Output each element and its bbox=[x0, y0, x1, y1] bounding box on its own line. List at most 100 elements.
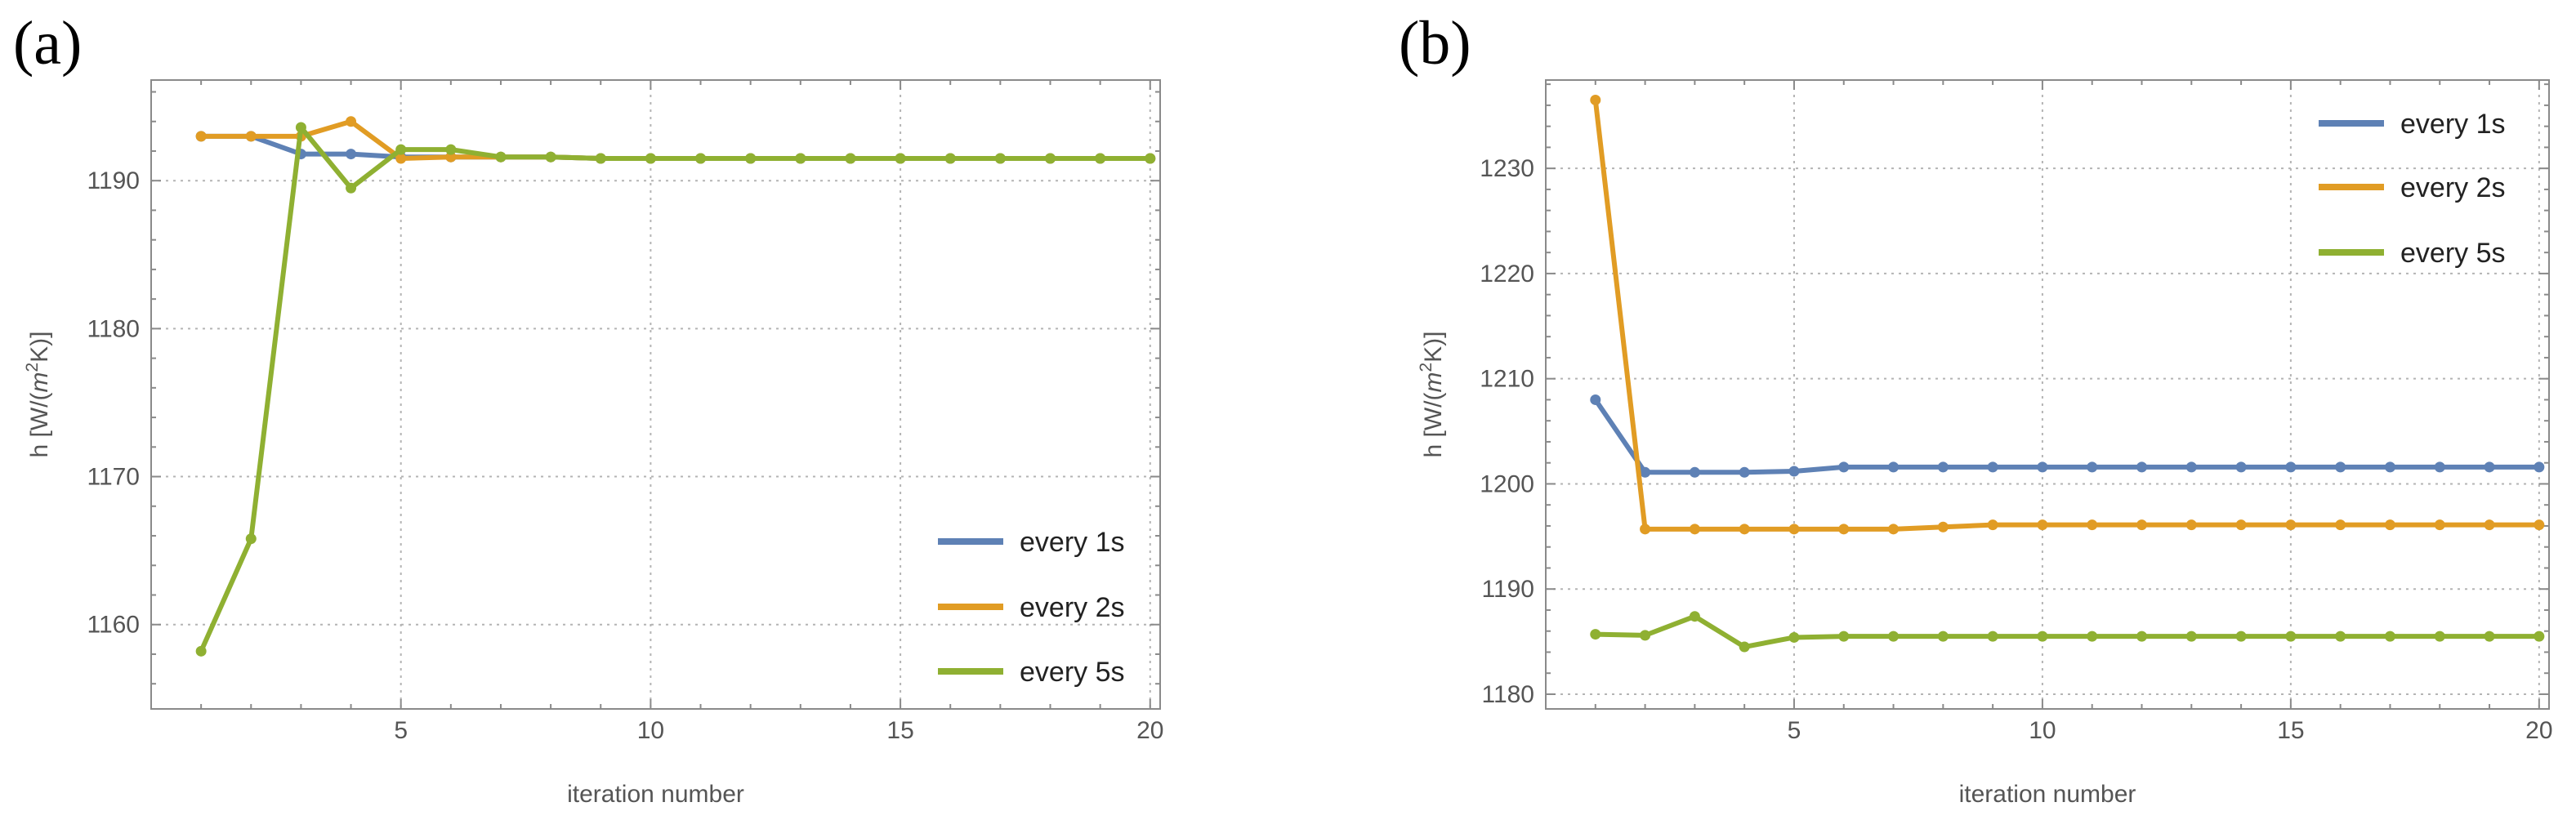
x-tick-label: 15 bbox=[886, 717, 913, 744]
series-line bbox=[1592, 97, 2542, 532]
data-point bbox=[994, 153, 1006, 164]
legend-label: every 5s bbox=[2400, 238, 2506, 269]
series-line bbox=[199, 124, 1153, 654]
data-point bbox=[346, 149, 357, 160]
data-point bbox=[2384, 519, 2395, 531]
legend-label: every 1s bbox=[1020, 527, 1125, 558]
legend-label: every 1s bbox=[2400, 109, 2506, 140]
data-point bbox=[495, 151, 507, 163]
y-tick-label: 1180 bbox=[87, 315, 140, 342]
data-point bbox=[2384, 461, 2395, 473]
data-point bbox=[195, 645, 207, 657]
data-point bbox=[1987, 519, 1998, 531]
data-point bbox=[1590, 629, 1601, 640]
data-point bbox=[1987, 631, 1998, 642]
data-point bbox=[245, 533, 257, 545]
data-point bbox=[1838, 631, 1850, 642]
data-point bbox=[1937, 521, 1949, 533]
data-point bbox=[795, 153, 806, 164]
data-point bbox=[2484, 519, 2495, 531]
data-point bbox=[2434, 631, 2445, 642]
data-point bbox=[895, 153, 906, 164]
data-point bbox=[944, 153, 956, 164]
data-point bbox=[1888, 524, 1900, 535]
data-point bbox=[2534, 631, 2545, 642]
data-point bbox=[2037, 461, 2048, 473]
plot-frame bbox=[150, 79, 1161, 710]
y-tick-label: 1180 bbox=[1481, 681, 1534, 708]
data-point bbox=[1689, 611, 1700, 622]
data-point bbox=[1838, 524, 1850, 535]
data-point bbox=[195, 131, 207, 142]
panel-letter: (a) bbox=[13, 9, 82, 78]
y-tick-label: 1190 bbox=[87, 167, 140, 194]
y-tick-label: 1170 bbox=[87, 464, 140, 491]
y-tick-label: 1160 bbox=[87, 612, 140, 639]
x-tick-label: 15 bbox=[2277, 717, 2304, 744]
data-point bbox=[1888, 631, 1900, 642]
y-axis-label: h [W/(m2K)] bbox=[1417, 331, 1447, 457]
y-axis-label-unit: m bbox=[26, 372, 53, 393]
data-point bbox=[1689, 466, 1700, 478]
data-point bbox=[1739, 466, 1750, 478]
data-point bbox=[2235, 519, 2247, 531]
data-point bbox=[1788, 631, 1800, 643]
y-axis-label-prefix: h [W/( bbox=[1420, 393, 1447, 458]
data-point bbox=[1640, 630, 1651, 641]
data-point bbox=[245, 131, 257, 142]
data-point bbox=[2136, 631, 2148, 642]
data-point bbox=[445, 144, 457, 155]
data-point bbox=[2136, 461, 2148, 473]
data-point bbox=[695, 153, 707, 164]
plot-frame bbox=[1545, 79, 2550, 710]
x-tick-label: 10 bbox=[637, 717, 664, 744]
chart-panel-a: (a) 5 10 15 20 1160 1170 1180 1190 iteration numb… bbox=[13, 9, 1163, 808]
data-point bbox=[1739, 641, 1750, 653]
y-axis-label-unit: m bbox=[1420, 372, 1447, 393]
x-axis-label: iteration number bbox=[567, 781, 744, 808]
data-point bbox=[1788, 466, 1800, 477]
data-point bbox=[2087, 519, 2098, 531]
data-point bbox=[1044, 153, 1056, 164]
data-point bbox=[1888, 461, 1900, 473]
data-point bbox=[1640, 466, 1651, 478]
data-point bbox=[346, 116, 357, 127]
data-point bbox=[2235, 461, 2247, 473]
data-point bbox=[1145, 153, 1156, 164]
data-point bbox=[1987, 461, 1998, 473]
data-point bbox=[2285, 631, 2297, 642]
legend: every 1s every 2s every 5s bbox=[2319, 109, 2506, 269]
data-point bbox=[2534, 461, 2545, 473]
legend: every 1s every 2s every 5s bbox=[938, 527, 1125, 688]
series-line bbox=[1592, 397, 2542, 475]
data-point bbox=[1937, 461, 1949, 473]
y-axis-label-prefix: h [W/( bbox=[26, 393, 53, 458]
series-line bbox=[199, 133, 1153, 162]
data-point bbox=[2037, 631, 2048, 642]
panel-letter: (b) bbox=[1399, 9, 1471, 78]
data-point bbox=[2335, 519, 2346, 531]
x-tick-label: 10 bbox=[2029, 717, 2056, 744]
y-tick-label: 1200 bbox=[1480, 470, 1534, 497]
data-point bbox=[1095, 153, 1106, 164]
x-tick-label: 5 bbox=[394, 717, 408, 744]
data-point bbox=[1838, 461, 1850, 473]
y-axis-label-exponent: 2 bbox=[1417, 363, 1435, 372]
data-point bbox=[346, 182, 357, 194]
data-point bbox=[2185, 519, 2197, 531]
data-point bbox=[2185, 631, 2197, 642]
y-axis-label-suffix: K)] bbox=[26, 331, 53, 362]
legend-label: every 2s bbox=[1020, 592, 1125, 623]
data-point bbox=[645, 153, 656, 164]
data-point bbox=[2037, 519, 2048, 531]
data-point bbox=[2534, 519, 2545, 531]
data-point bbox=[2484, 461, 2495, 473]
y-tick-label: 1210 bbox=[1480, 366, 1534, 393]
series-line bbox=[1592, 613, 2542, 650]
y-axis-label-suffix: K)] bbox=[1420, 331, 1447, 362]
data-point bbox=[2285, 461, 2297, 473]
data-point bbox=[1689, 524, 1700, 535]
data-point bbox=[1739, 524, 1750, 535]
data-point bbox=[2285, 519, 2297, 531]
